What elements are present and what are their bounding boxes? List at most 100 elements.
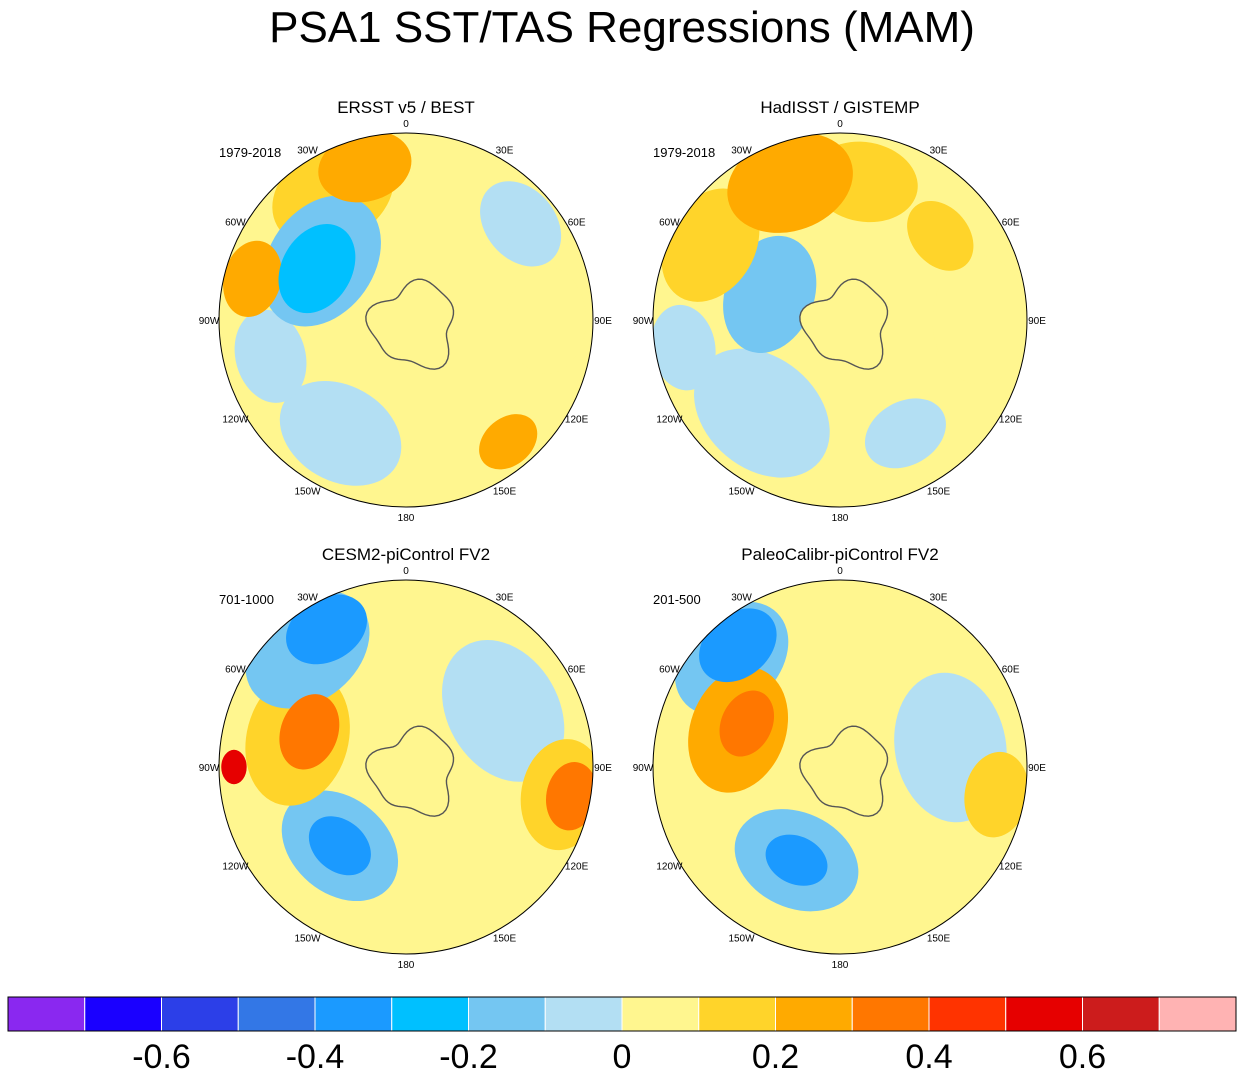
anomaly-contour [279, 380, 402, 486]
colorbar-segment [314, 996, 393, 1032]
antarctica-outline [799, 278, 889, 370]
longitude-label: 150E [927, 934, 951, 945]
anomaly-contour [964, 751, 1027, 838]
anomaly-field [219, 133, 593, 507]
longitude-label: 180 [398, 960, 415, 971]
map-border [652, 132, 1028, 508]
colorbar-segment [1005, 996, 1083, 1032]
colorbar-segment [468, 996, 546, 1032]
map-panel: PaleoCalibr-piControl FV2 201-500 0 30E 60E 9… [633, 545, 1047, 971]
colorbar-segment [391, 996, 469, 1032]
anomaly-contour [694, 348, 830, 478]
anomaly-contour [221, 749, 247, 785]
colorbar-segment [7, 996, 86, 1032]
longitude-label: 30W [297, 145, 318, 156]
anomaly-contour [545, 762, 593, 831]
longitude-label: 60W [659, 665, 680, 676]
longitude-label: 0 [837, 119, 843, 130]
map-panel: CESM2-piControl FV2 701-1000 0 30E 60E 90E 120… [199, 545, 613, 971]
anomaly-field [653, 133, 1027, 507]
colorbar: -0.6 -0.4 -0.2 0 0.2 0.4 0.6 [7, 996, 1237, 1076]
map-border [218, 579, 594, 955]
map-border [218, 132, 594, 508]
colorbar-segment [237, 996, 316, 1032]
anomaly-contour [480, 181, 562, 267]
longitude-label: 120E [565, 862, 589, 873]
longitude-label: 180 [832, 960, 849, 971]
longitude-label: 60E [1002, 665, 1020, 676]
longitude-label: 150W [294, 934, 321, 945]
longitude-label: 120W [656, 415, 683, 426]
colorbar-segment [775, 996, 853, 1032]
map-panel: HadISST / GISTEMP 1979-2018 0 30E 60E 90E 120E… [633, 98, 1047, 524]
anomaly-contour [864, 398, 946, 469]
longitude-label: 150E [927, 487, 951, 498]
colorbar-tick-label: 0.4 [905, 1038, 952, 1076]
longitude-label: 0 [403, 119, 409, 130]
longitude-label: 60W [225, 218, 246, 229]
longitude-label: 60W [659, 218, 680, 229]
antarctica-outline [365, 278, 455, 370]
anomaly-contour [727, 133, 853, 233]
longitude-label: 150E [493, 934, 517, 945]
colorbar-segment [928, 996, 1007, 1032]
colorbar-segment [698, 996, 776, 1032]
longitude-label: 120W [222, 415, 249, 426]
longitude-label: 150E [493, 487, 517, 498]
longitude-label: 30E [930, 592, 948, 603]
longitude-label: 90W [199, 763, 220, 774]
panel-period: 1979-2018 [653, 145, 715, 160]
longitude-label: 90W [633, 316, 654, 327]
anomaly-contour [286, 594, 368, 665]
longitude-label: 150W [728, 487, 755, 498]
panel-period: 1979-2018 [219, 145, 281, 160]
longitude-label: 90E [594, 763, 612, 774]
longitude-label: 180 [832, 513, 849, 524]
longitude-label: 60E [1002, 218, 1020, 229]
colorbar-frame [7, 996, 1237, 1032]
longitude-label: 60W [225, 665, 246, 676]
longitude-label: 30E [496, 145, 514, 156]
anomaly-contour [932, 255, 1027, 385]
anomaly-contour [653, 304, 716, 391]
colorbar-segment [1158, 996, 1237, 1032]
longitude-label: 30W [297, 592, 318, 603]
longitude-label: 90E [594, 316, 612, 327]
anomaly-contour [318, 133, 412, 203]
longitude-label: 0 [403, 566, 409, 577]
colorbar-segment [544, 996, 623, 1032]
anomaly-contour [308, 816, 371, 876]
antarctica-outline [799, 725, 889, 817]
colorbar-tick-label: 0 [613, 1038, 632, 1076]
anomaly-contour [719, 690, 775, 757]
longitude-label: 120W [222, 862, 249, 873]
map-panels: ERSST v5 / BEST 1979-2018 0 30E 60E 90E 120E 15… [199, 98, 1047, 971]
colorbar-tick-label: -0.2 [439, 1038, 498, 1076]
longitude-label: 0 [837, 566, 843, 577]
longitude-label: 150W [294, 487, 321, 498]
longitude-label: 90W [633, 763, 654, 774]
colorbar-segment [84, 996, 162, 1032]
colorbar-segment [621, 996, 700, 1032]
longitude-label: 90E [1028, 763, 1046, 774]
longitude-label: 30W [731, 145, 752, 156]
anomaly-field [653, 580, 1027, 954]
longitude-label: 30E [930, 145, 948, 156]
panel-title: PaleoCalibr-piControl FV2 [741, 545, 938, 564]
longitude-label: 90E [1028, 316, 1046, 327]
anomaly-contour [765, 834, 828, 886]
longitude-label: 120W [656, 862, 683, 873]
colorbar-tick-label: -0.6 [132, 1038, 191, 1076]
anomaly-contour [907, 200, 974, 271]
antarctica-outline [365, 725, 455, 817]
longitude-label: 60E [568, 665, 586, 676]
main-title: PSA1 SST/TAS Regressions (MAM) [269, 3, 975, 52]
panel-title: CESM2-piControl FV2 [322, 545, 490, 564]
longitude-label: 120E [999, 415, 1023, 426]
colorbar-tick-label: -0.4 [286, 1038, 345, 1076]
map-border [652, 579, 1028, 955]
anomaly-contour [278, 224, 356, 314]
colorbar-segment [161, 996, 239, 1032]
longitude-label: 120E [565, 415, 589, 426]
